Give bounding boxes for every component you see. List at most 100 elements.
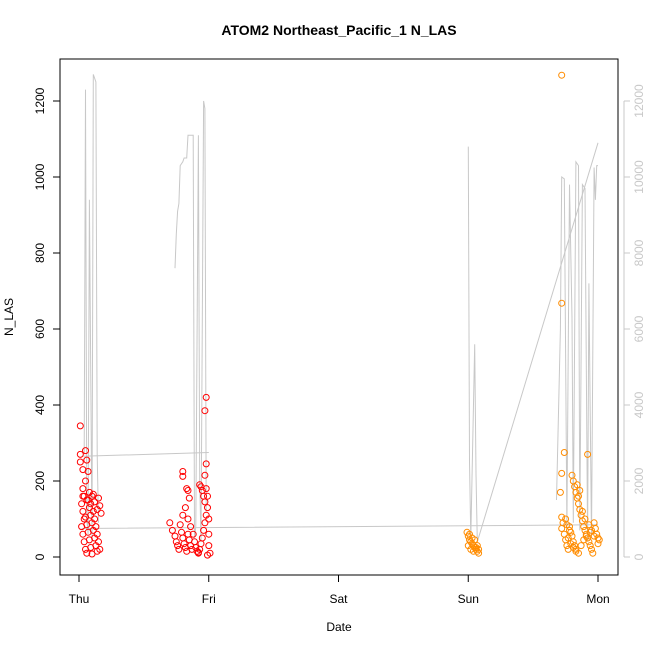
data-point bbox=[185, 494, 193, 502]
data-point bbox=[564, 534, 572, 542]
data-point bbox=[80, 515, 88, 523]
data-point bbox=[202, 485, 210, 493]
data-point bbox=[201, 498, 209, 506]
data-point bbox=[205, 515, 213, 523]
axes-layer: Thu Fri Sat Sun Mon0200400600800100012000200… bbox=[33, 84, 646, 606]
data-point bbox=[558, 525, 566, 532]
data-point bbox=[91, 515, 99, 523]
data-point bbox=[175, 545, 183, 553]
data-point bbox=[471, 536, 479, 544]
data-point bbox=[475, 545, 483, 553]
data-point bbox=[558, 469, 566, 477]
y2-tick-label: 12000 bbox=[632, 84, 646, 118]
data-point bbox=[205, 530, 213, 538]
data-point bbox=[198, 534, 206, 542]
y2-tick-label: 6000 bbox=[632, 315, 646, 342]
data-point bbox=[201, 407, 209, 415]
data-point bbox=[567, 528, 575, 536]
data-point bbox=[179, 534, 187, 542]
data-point bbox=[560, 530, 568, 538]
y2-tick-label: 0 bbox=[632, 553, 646, 560]
data-point bbox=[584, 450, 592, 458]
data-point bbox=[88, 550, 96, 558]
overlay-line-segment bbox=[174, 100, 207, 542]
data-point bbox=[78, 500, 86, 508]
data-point bbox=[82, 513, 89, 521]
data-point bbox=[586, 542, 594, 550]
data-point bbox=[556, 488, 564, 496]
data-point bbox=[201, 471, 209, 479]
data-point bbox=[79, 485, 87, 493]
overlay-line-segment bbox=[81, 524, 599, 529]
y-tick-label: 800 bbox=[33, 243, 47, 263]
data-point bbox=[595, 536, 603, 544]
data-point bbox=[83, 496, 91, 504]
data-point bbox=[589, 549, 597, 557]
data-point bbox=[178, 528, 185, 536]
data-point bbox=[573, 481, 581, 489]
y-tick-label: 1200 bbox=[33, 87, 47, 114]
plot-frame bbox=[59, 58, 619, 576]
data-point bbox=[93, 530, 101, 538]
data-point bbox=[588, 545, 595, 553]
data-point bbox=[97, 509, 105, 517]
data-point bbox=[179, 472, 187, 480]
overlay-line-segment bbox=[556, 160, 598, 542]
data-point bbox=[88, 492, 96, 500]
data-point bbox=[87, 500, 95, 508]
y-tick-label: 1000 bbox=[33, 163, 47, 190]
data-point bbox=[76, 458, 84, 466]
data-point bbox=[89, 490, 97, 498]
data-point bbox=[194, 548, 202, 556]
data-point bbox=[204, 492, 211, 500]
data-point bbox=[83, 521, 91, 529]
data-point bbox=[187, 523, 195, 531]
data-point bbox=[184, 487, 192, 494]
data-point bbox=[171, 532, 179, 540]
data-point bbox=[473, 542, 481, 550]
data-point bbox=[577, 542, 585, 550]
y-axis-label: N_LAS bbox=[2, 298, 16, 336]
chart-title: ATOM2 Northeast_Pacific_1 N_LAS bbox=[221, 22, 456, 38]
data-point bbox=[92, 523, 100, 531]
data-point bbox=[464, 532, 472, 540]
data-point bbox=[83, 549, 91, 557]
points-layer bbox=[76, 71, 603, 559]
data-point bbox=[202, 460, 210, 468]
data-point bbox=[89, 507, 97, 515]
data-point bbox=[183, 485, 191, 493]
data-point bbox=[575, 549, 582, 557]
data-point bbox=[179, 468, 187, 475]
data-point bbox=[174, 542, 182, 550]
y2-tick-label: 10000 bbox=[632, 160, 646, 194]
y-tick-label: 200 bbox=[33, 471, 47, 491]
data-point bbox=[93, 506, 101, 513]
data-point bbox=[575, 500, 582, 508]
data-point bbox=[176, 521, 184, 529]
data-point bbox=[184, 515, 192, 523]
data-point bbox=[79, 507, 87, 515]
data-point bbox=[79, 492, 87, 500]
data-point bbox=[76, 422, 84, 430]
data-point bbox=[563, 542, 571, 550]
data-point bbox=[87, 544, 95, 551]
data-point bbox=[204, 551, 211, 559]
data-point bbox=[91, 498, 99, 506]
overlay-line-layer bbox=[81, 74, 599, 542]
x-tick-label: Sun bbox=[458, 592, 479, 606]
data-point bbox=[201, 519, 209, 527]
data-point bbox=[168, 526, 176, 534]
data-point bbox=[200, 526, 208, 534]
x-axis-label: Date bbox=[326, 620, 352, 634]
data-point bbox=[558, 71, 566, 79]
data-point bbox=[172, 538, 180, 546]
y2-tick-label: 4000 bbox=[632, 391, 646, 418]
x-tick-label: Mon bbox=[586, 592, 609, 606]
data-point bbox=[95, 538, 102, 546]
data-point bbox=[196, 481, 204, 489]
overlay-line-segment bbox=[83, 74, 99, 542]
data-point bbox=[189, 530, 197, 538]
data-point bbox=[85, 536, 93, 544]
y2-tick-label: 2000 bbox=[632, 467, 646, 494]
